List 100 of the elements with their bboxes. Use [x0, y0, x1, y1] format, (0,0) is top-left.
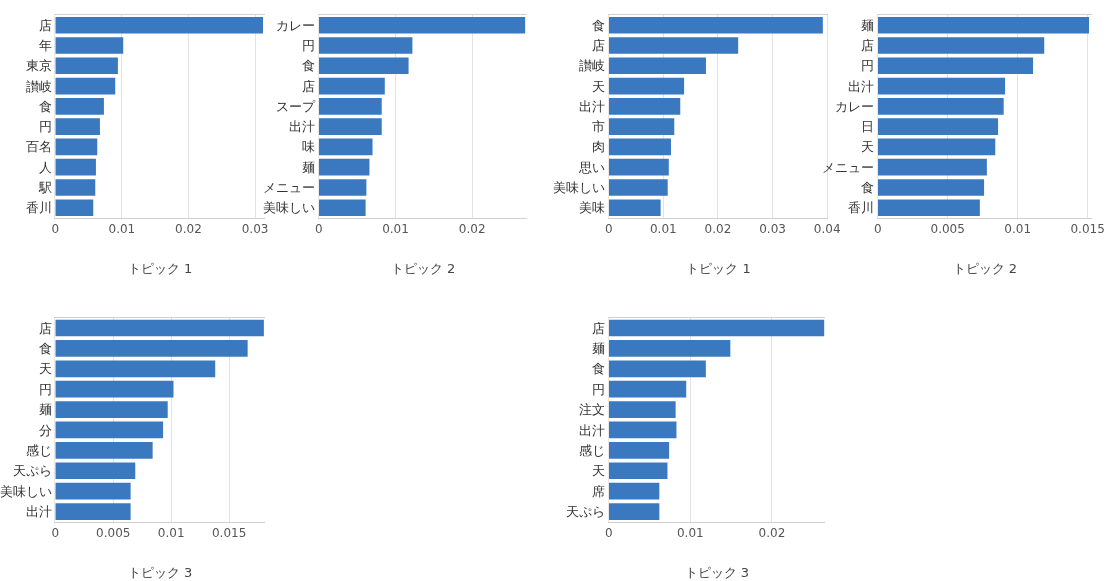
bar [55, 77, 116, 95]
x-tick-label: 0.01 [108, 222, 136, 237]
bar [55, 118, 100, 135]
x-tick-label: 0.01 [1004, 222, 1032, 237]
bar [55, 482, 131, 500]
y-tick-label: 香川 [848, 200, 875, 216]
bar [877, 158, 987, 176]
y-tick-label: 感じ [25, 442, 52, 458]
bar [608, 57, 706, 75]
y-tick-label: 市 [592, 119, 606, 135]
y-tick-label: 店 [38, 320, 52, 336]
y-tick-label: 天 [592, 78, 606, 94]
bar [318, 199, 366, 217]
x-tick-label: 0.015 [211, 526, 247, 541]
y-tick-label: 店 [592, 38, 606, 54]
x-tick-label: 0.01 [649, 222, 677, 237]
y-tick-label: 円 [592, 381, 606, 397]
y-tick-label: 店 [861, 38, 875, 54]
bar [318, 16, 526, 34]
bar [608, 77, 685, 95]
bar [877, 179, 985, 196]
bar [55, 319, 264, 337]
bar [608, 503, 660, 520]
bar [55, 199, 94, 217]
y-tick-label: 店 [302, 78, 316, 94]
y-tick-label: 店 [38, 17, 52, 33]
bar [55, 98, 104, 115]
bar [318, 158, 370, 176]
y-tick-label: 食 [592, 17, 606, 33]
bar [877, 57, 1034, 75]
y-tick-label: 食 [861, 180, 875, 196]
x-tick-label: 0 [604, 526, 613, 541]
y-tick-label: メニュー [822, 159, 875, 175]
bar [608, 482, 660, 500]
x-tick-label: 0.02 [758, 526, 786, 541]
y-tick-label: 食 [592, 361, 606, 377]
bar [877, 199, 980, 217]
y-tick-label: 美味しい [0, 483, 52, 499]
y-tick-label: 東京 [25, 58, 52, 74]
bar [608, 16, 823, 34]
y-tick-label: 円 [861, 58, 875, 74]
bar [55, 380, 174, 398]
bar [318, 179, 367, 196]
bar [55, 421, 164, 439]
y-tick-label: 出汁 [848, 78, 875, 94]
x-axis-title: トピック 1 [686, 260, 751, 276]
x-tick-label: 0.01 [157, 526, 185, 541]
y-tick-label: 美味 [579, 200, 606, 216]
bar [55, 37, 124, 54]
y-tick-label: 香川 [25, 200, 52, 216]
y-tick-label: 讃岐 [25, 78, 52, 94]
x-tick-label: 0 [51, 526, 60, 541]
y-tick-label: 分 [38, 422, 52, 438]
bar [55, 442, 153, 459]
y-tick-label: 駅 [37, 180, 52, 196]
bar [877, 138, 996, 156]
y-tick-label: 百名 [25, 139, 52, 155]
y-tick-label: 円 [302, 38, 316, 54]
x-tick-label: 0.02 [175, 222, 202, 237]
y-tick-label: 席 [592, 483, 606, 499]
bar [608, 319, 825, 337]
x-tick-label: 0.005 [96, 526, 131, 541]
y-tick-label: 思い [578, 159, 606, 175]
y-tick-label: 天ぷら [566, 504, 606, 520]
bar [608, 360, 706, 378]
x-tick-label: 0 [873, 222, 882, 237]
x-axis-title: トピック 2 [390, 260, 456, 276]
x-tick-label: 0.005 [930, 222, 965, 237]
y-tick-label: 肉 [592, 139, 606, 155]
bar [877, 98, 1004, 115]
y-tick-label: 店 [592, 320, 606, 336]
y-tick-label: カレー [835, 98, 875, 114]
x-tick-label: 0.02 [458, 222, 486, 237]
x-tick-label: 0.03 [759, 222, 786, 237]
x-tick-label: 0.01 [676, 526, 704, 541]
y-tick-label: 麺 [38, 402, 52, 418]
y-tick-label: 麺 [302, 159, 316, 175]
y-tick-label: 日 [861, 119, 875, 135]
y-tick-label: 天 [38, 361, 52, 377]
bar [608, 462, 668, 480]
x-axis-title: トピック 2 [952, 260, 1017, 276]
bar [318, 138, 373, 156]
y-tick-label: 天 [861, 139, 875, 155]
y-tick-label: カレー [276, 17, 316, 33]
x-tick-label: 0.04 [813, 222, 841, 237]
y-tick-label: 円 [38, 381, 52, 397]
bar [608, 98, 681, 115]
y-tick-label: 食 [38, 340, 52, 356]
y-tick-label: 天 [592, 463, 606, 479]
y-tick-label: 出汁 [289, 119, 316, 135]
y-tick-label: 天ぷら [12, 463, 52, 479]
y-tick-label: 出汁 [579, 98, 606, 114]
y-tick-label: 味 [302, 139, 316, 155]
bar [55, 401, 168, 418]
x-axis-title: トピック 3 [127, 564, 193, 580]
x-axis-title: トピック 3 [684, 564, 750, 580]
bar [608, 199, 661, 217]
x-tick-label: 0.01 [382, 222, 409, 237]
y-tick-label: 円 [38, 119, 52, 135]
bar [877, 16, 1090, 34]
